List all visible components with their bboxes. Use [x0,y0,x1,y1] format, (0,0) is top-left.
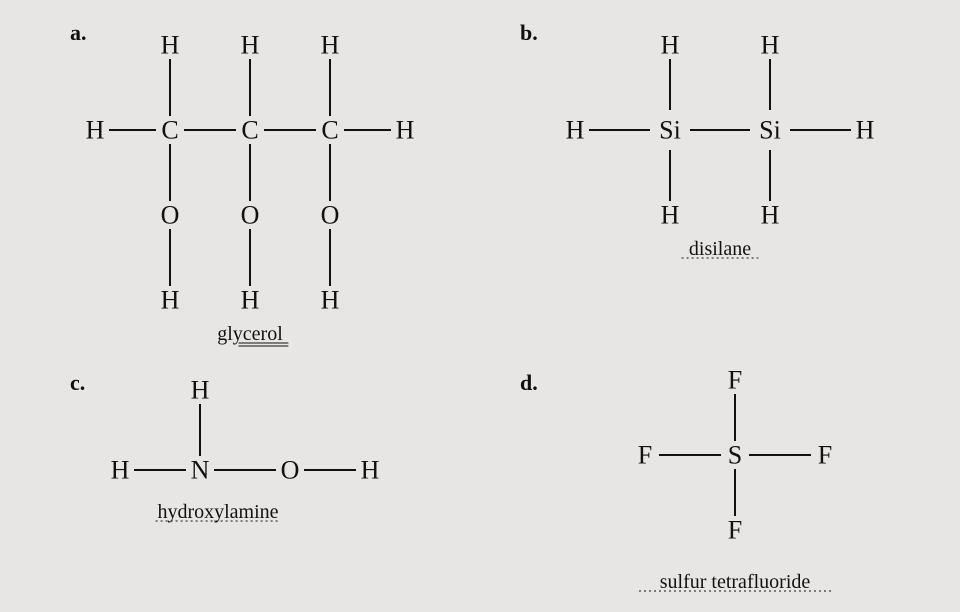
atom-label: H [761,201,780,230]
caption: glycerol [217,323,283,345]
atom-label: H [761,31,780,60]
atom-label: O [161,201,180,230]
caption: hydroxylamine [157,501,278,523]
atom-label: H [191,376,210,405]
panel-label: a. [70,20,87,45]
atom-label: F [728,516,742,545]
atom-label: H [661,201,680,230]
caption: sulfur tetrafluoride [660,571,811,593]
atom-label: H [321,286,340,315]
panel-label: b. [520,20,538,45]
panel-label: d. [520,370,538,395]
diagram-canvas: H H H H C C C H O O O H H H H H H Si Si H H H H H N O H F F S F Fa. b. c.… [0,0,960,612]
atom-label: O [241,201,260,230]
atom-label: H [566,116,585,145]
atom-label: F [728,366,742,395]
atom-label: H [856,116,875,145]
atom-label: C [241,116,258,145]
atom-label: H [241,31,260,60]
panel-label: c. [70,370,85,395]
atom-label: Si [759,116,781,145]
atom-label: H [111,456,130,485]
atom-label: H [361,456,380,485]
atom-label: S [728,441,742,470]
atom-label: H [161,31,180,60]
caption: disilane [689,238,751,260]
atom-label: H [161,286,180,315]
atom-label: F [818,441,832,470]
atom-label: H [321,31,340,60]
atom-label: Si [659,116,681,145]
atom-label: H [661,31,680,60]
atom-label: H [86,116,105,145]
atom-label: O [281,456,300,485]
atom-label: H [396,116,415,145]
atom-label: F [638,441,652,470]
atom-label: C [321,116,338,145]
atom-label: C [161,116,178,145]
atom-label: H [241,286,260,315]
atom-label: O [321,201,340,230]
atom-label: N [191,456,210,485]
